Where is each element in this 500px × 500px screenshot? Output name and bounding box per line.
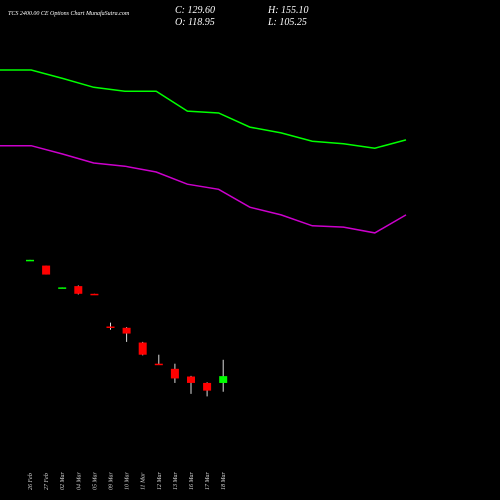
x-tick-label: 13 Mar	[173, 472, 179, 490]
x-tick-label: 26 Feb	[28, 473, 34, 490]
x-tick-label: 02 Mar	[60, 472, 66, 490]
candle-body	[42, 265, 51, 275]
candle-body	[106, 326, 115, 329]
x-tick-label: 18 Mar	[221, 472, 227, 490]
x-tick-label: 17 Mar	[205, 472, 211, 490]
average-line	[0, 144, 407, 234]
candle-body	[58, 287, 67, 289]
candle-body	[138, 342, 147, 355]
chart-title: TCS 2400.00 CE Options Chart MunafaSutra…	[8, 10, 130, 17]
candle-body	[154, 363, 163, 366]
low-label: L: 105.25	[267, 17, 307, 28]
candle-body	[170, 368, 179, 379]
candle-body	[26, 259, 34, 262]
candle-body	[122, 327, 131, 334]
x-tick-label: 10 Mar	[125, 472, 131, 490]
x-tick-label: 09 Mar	[109, 472, 115, 490]
candle-body	[187, 376, 195, 383]
high-label: H: 155.10	[267, 5, 309, 16]
candle-body	[74, 286, 83, 294]
x-tick-label: 12 Mar	[157, 472, 163, 490]
close-label: C: 129.60	[175, 5, 215, 16]
candle-body	[219, 376, 228, 383]
candle-body	[90, 293, 99, 296]
open-label: O: 118.95	[175, 17, 215, 28]
x-tick-label: 16 Mar	[189, 472, 195, 490]
x-tick-label: 05 Mar	[92, 472, 98, 490]
candle-body	[203, 382, 212, 391]
x-tick-label: 04 Mar	[75, 472, 82, 490]
average-line	[0, 69, 407, 149]
x-tick-label: 27 Feb	[44, 473, 50, 490]
x-tick-label: 11 Mar	[141, 472, 147, 490]
